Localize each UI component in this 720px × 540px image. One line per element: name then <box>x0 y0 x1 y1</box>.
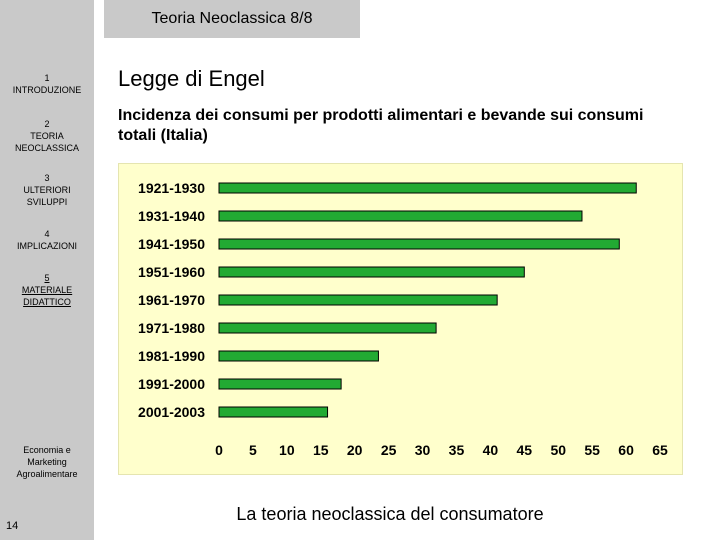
category-label: 1971-1980 <box>138 320 205 336</box>
sidebar-item-label: MATERIALE DIDATTICO <box>21 285 73 307</box>
x-tick-label: 60 <box>618 442 634 458</box>
sidebar-item-materiale-didattico[interactable]: 5 MATERIALE DIDATTICO <box>0 272 94 308</box>
bar <box>218 266 525 278</box>
slide-footer: La teoria neoclassica del consumatore <box>236 504 544 524</box>
bar <box>218 350 379 362</box>
category-label: 2001-2003 <box>138 404 205 420</box>
sidebar-item-teoria-neoclassica[interactable]: 2 TEORIA NEOCLASSICA <box>0 118 94 154</box>
sidebar: 1 INTRODUZIONE 2 TEORIA NEOCLASSICA 3 UL… <box>0 0 94 540</box>
page-number: 14 <box>6 520 19 532</box>
x-tick-label: 40 <box>483 442 499 458</box>
category-label: 1921-1930 <box>138 180 205 196</box>
sidebar-item-number: 2 <box>44 119 50 129</box>
x-tick-label: 10 <box>279 442 295 458</box>
sidebar-item-label: ULTERIORI SVILUPPI <box>23 185 71 207</box>
x-tick-label: 50 <box>550 442 566 458</box>
org-label: Economia e Marketing Agroalimentare <box>16 445 78 479</box>
bar <box>218 238 620 250</box>
x-tick-label: 45 <box>517 442 533 458</box>
bar <box>218 210 583 222</box>
chart-area: 1921-1930 1931-1940 1941-1950 1951-1960 1961… <box>118 163 683 475</box>
bar <box>218 406 329 418</box>
sidebar-item-label: IMPLICAZIONI <box>16 241 77 251</box>
bar <box>218 182 637 194</box>
bar-chart: 1921-1930 1931-1940 1941-1950 1951-1960 1961… <box>138 180 668 458</box>
x-tick-label: 35 <box>449 442 465 458</box>
sidebar-item-number: 3 <box>44 173 50 183</box>
sidebar-item-introduzione[interactable]: 1 INTRODUZIONE <box>0 72 94 96</box>
x-tick-label: 5 <box>249 442 257 458</box>
sidebar-item-ulteriori-sviluppi[interactable]: 3 ULTERIORI SVILUPPI <box>0 172 94 208</box>
sidebar-item-number: 4 <box>44 229 50 239</box>
x-tick-label: 55 <box>584 442 600 458</box>
slide-title-bar: Teoria Neoclassica 8/8 <box>104 0 360 38</box>
slide-heading: Legge di Engel <box>118 66 265 91</box>
bar <box>218 322 437 334</box>
x-tick-label: 20 <box>347 442 363 458</box>
category-label: 1931-1940 <box>138 208 205 224</box>
bar <box>218 378 342 390</box>
x-tick-label: 65 <box>652 442 668 458</box>
sidebar-item-label: INTRODUZIONE <box>12 85 82 95</box>
x-tick-label: 15 <box>313 442 329 458</box>
sidebar-item-label: TEORIA NEOCLASSICA <box>14 131 80 153</box>
category-label: 1981-1990 <box>138 348 205 364</box>
x-tick-label: 25 <box>381 442 397 458</box>
category-label: 1951-1960 <box>138 264 205 280</box>
x-tick-label: 0 <box>215 442 223 458</box>
category-label: 1991-2000 <box>138 376 205 392</box>
sidebar-item-implicazioni[interactable]: 4 IMPLICAZIONI <box>0 228 94 252</box>
category-label: 1941-1950 <box>138 236 205 252</box>
slide-subheading: Incidenza dei consumi per prodotti alime… <box>118 107 644 144</box>
sidebar-item-number: 1 <box>44 73 50 83</box>
category-label: 1961-1970 <box>138 292 205 308</box>
bar <box>218 294 498 306</box>
sidebar-item-number: 5 <box>44 273 50 283</box>
x-tick-label: 30 <box>415 442 431 458</box>
